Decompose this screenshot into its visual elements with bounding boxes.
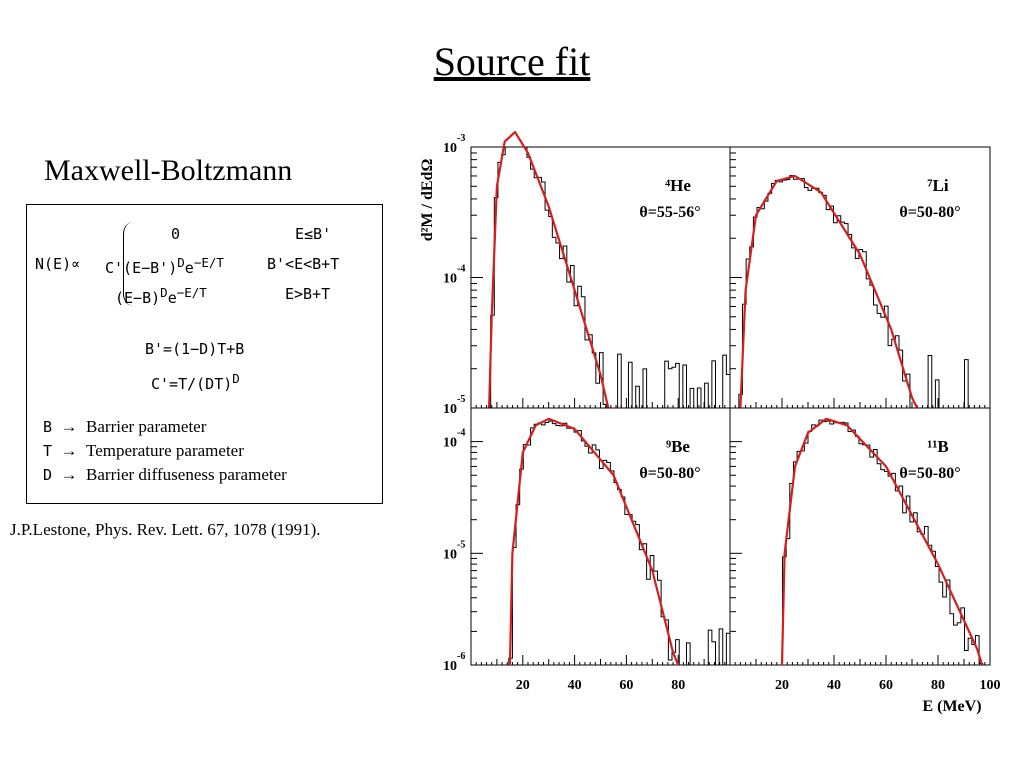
- fit-curve: [508, 417, 680, 666]
- panel-angle-label: θ=50-80°: [899, 465, 960, 482]
- x-tick-label: 20: [516, 678, 530, 693]
- y-tick-exponent: -5: [457, 394, 465, 405]
- x-tick-label: 80: [931, 678, 945, 693]
- case2-expr: C'(E−B')De−E/T: [105, 255, 224, 277]
- x-tick-label: 80: [671, 678, 685, 693]
- panel-frame: [729, 407, 991, 666]
- y-tick-exponent: -4: [457, 428, 465, 439]
- x-tick-label: 100: [980, 678, 1001, 693]
- panel-frame: [470, 407, 731, 666]
- case1-cond: E≤B': [295, 225, 332, 243]
- norm-eq: C'=T/(DT)D: [151, 371, 240, 393]
- histogram-line: [735, 419, 990, 666]
- x-tick-label: 40: [827, 678, 841, 693]
- panel-isotope-label: ⁴He: [665, 176, 691, 195]
- y-tick-exponent: -4: [457, 264, 465, 275]
- panel-frame: [470, 146, 731, 409]
- fit-curve: [780, 417, 984, 666]
- panel-isotope-label: ⁹Be: [666, 437, 690, 456]
- y-tick-label: 10: [443, 141, 457, 156]
- y-tick-label: 10: [443, 436, 457, 451]
- fit-curve: [739, 174, 919, 409]
- panel-frame: [729, 146, 991, 409]
- y-tick-label: 10: [443, 659, 457, 674]
- reference-citation: J.P.Lestone, Phys. Rev. Lett. 67, 1078 (…: [10, 520, 321, 539]
- y-tick-label: 10: [443, 272, 457, 287]
- x-tick-label: 20: [775, 678, 789, 693]
- legend-item: D → Barrier diffuseness parameter: [43, 465, 287, 484]
- panel-isotope-label: ⁷Li: [927, 176, 948, 195]
- formula-brace: [123, 222, 134, 306]
- histogram-line: [476, 420, 730, 666]
- x-tick-label: 60: [879, 678, 893, 693]
- panel-angle-label: θ=50-80°: [639, 465, 700, 482]
- formula-box: N(E)∝ 0 E≤B' C'(E−B')De−E/T B'<E<B+T (E−…: [26, 204, 383, 504]
- y-tick-label: 10: [443, 402, 457, 417]
- y-tick-label: 10: [443, 547, 457, 562]
- histogram-line: [735, 175, 990, 409]
- y-tick-exponent: -6: [457, 651, 465, 662]
- fit-curve: [488, 131, 610, 409]
- case2-cond: B'<E<B+T: [267, 255, 340, 273]
- formula-lhs: N(E)∝: [35, 255, 81, 273]
- y-tick-exponent: -3: [457, 133, 465, 144]
- y-tick-exponent: -5: [457, 539, 465, 550]
- panel-angle-label: θ=50-80°: [899, 204, 960, 221]
- case1-expr: 0: [171, 225, 181, 243]
- panel-angle-label: θ=55-56°: [639, 204, 700, 221]
- x-tick-label: 60: [619, 678, 633, 693]
- y-axis-label: d²M / dEdΩ: [419, 159, 436, 242]
- slide-title: Source fit: [433, 39, 591, 84]
- case3-cond: E>B+T: [285, 285, 331, 303]
- case3-expr: (E−B)De−E/T: [115, 285, 207, 307]
- legend-item: B → Barrier parameter: [43, 417, 207, 436]
- model-heading: Maxwell-Boltzmann: [44, 154, 293, 187]
- x-tick-label: 40: [568, 678, 582, 693]
- x-axis-label: E (MeV): [922, 698, 981, 715]
- histogram-line: [476, 146, 730, 409]
- legend-item: T → Temperature parameter: [43, 441, 244, 460]
- barrier-eq: B'=(1−D)T+B: [145, 340, 245, 358]
- panel-isotope-label: ¹¹B: [927, 437, 949, 456]
